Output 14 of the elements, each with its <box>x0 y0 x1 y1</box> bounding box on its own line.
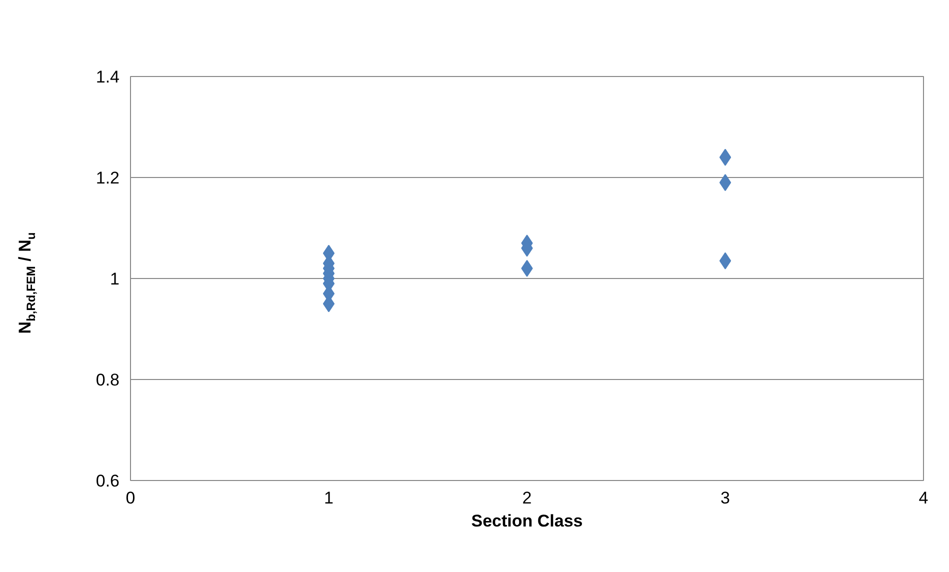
y-tick-label: 1.2 <box>96 168 120 188</box>
x-tick-label: 1 <box>324 488 334 508</box>
y-tick-label: 0.6 <box>96 472 120 490</box>
y-tick-label: 0.8 <box>96 370 120 390</box>
x-tick-label: 4 <box>918 488 928 508</box>
x-tick-label: 0 <box>126 488 136 508</box>
x-tick-label: 3 <box>720 488 730 508</box>
y-tick-label: 1.4 <box>96 68 120 86</box>
point <box>719 174 732 192</box>
y-tick-label: 1 <box>110 270 120 288</box>
point <box>719 148 732 166</box>
point <box>719 252 732 270</box>
x-axis-title: Section Class <box>471 512 583 530</box>
x-tick-label: 2 <box>522 488 532 508</box>
